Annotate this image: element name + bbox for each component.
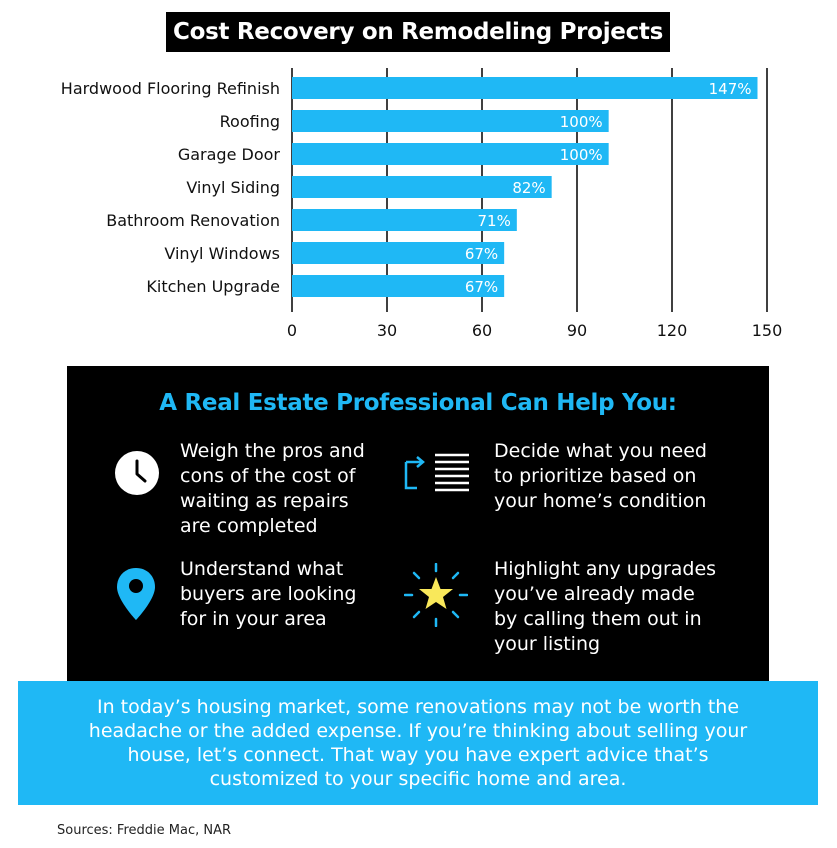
category-label-hardwood-flooring-refinish: Hardwood Flooring Refinish <box>61 79 280 98</box>
bar-vinyl-siding <box>292 176 552 198</box>
help-panel: A Real Estate Professional Can Help You:… <box>67 366 769 684</box>
checklist-icon <box>404 453 469 492</box>
sources-note: Sources: Freddie Mac, NAR <box>57 823 232 838</box>
category-label-vinyl-windows: Vinyl Windows <box>164 244 280 263</box>
tip-weigh-costs: Weigh the pros and cons of the cost of w… <box>180 440 365 537</box>
cta-text: In today’s housing market, some renovati… <box>88 696 748 790</box>
chart-title: Cost Recovery on Remodeling Projects <box>166 12 670 52</box>
tick-label-60: 60 <box>472 321 492 340</box>
category-label-roofing: Roofing <box>220 112 280 131</box>
panel-heading: A Real Estate Professional Can Help You: <box>159 390 677 416</box>
bar-chart: Hardwood Flooring Refinish 147% Roofing 100… <box>61 68 783 340</box>
data-label-bathroom-renovation: 71% <box>477 212 510 230</box>
category-label-bathroom-renovation: Bathroom Renovation <box>106 211 280 230</box>
tick-label-90: 90 <box>567 321 587 340</box>
category-label-kitchen-upgrade: Kitchen Upgrade <box>146 277 280 296</box>
bar-roofing <box>292 110 609 132</box>
tip-decide-priorities: Decide what you need to prioritize based… <box>494 440 707 512</box>
data-label-vinyl-windows: 67% <box>465 245 498 263</box>
data-label-roofing: 100% <box>560 113 603 131</box>
data-label-vinyl-siding: 82% <box>512 179 545 197</box>
tick-label-120: 120 <box>657 321 688 340</box>
category-label-garage-door: Garage Door <box>178 145 281 164</box>
tip-understand-buyers: Understand what buyers are looking for i… <box>180 558 357 630</box>
tick-label-30: 30 <box>377 321 397 340</box>
map-pin-icon <box>117 568 155 620</box>
bar-bathroom-renovation <box>292 209 517 231</box>
bar-vinyl-windows <box>292 242 505 264</box>
data-label-garage-door: 100% <box>560 146 603 164</box>
clock-icon <box>115 451 159 495</box>
cta-banner: In today’s housing market, some renovati… <box>18 681 818 805</box>
tip-highlight-upgrades: Highlight any upgrades you’ve already ma… <box>494 558 717 655</box>
bar-garage-door <box>292 143 609 165</box>
tick-label-150: 150 <box>752 321 783 340</box>
tick-label-0: 0 <box>287 321 297 340</box>
bar-hardwood-flooring-refinish <box>292 77 758 99</box>
data-label-hardwood-flooring-refinish: 147% <box>709 80 752 98</box>
data-label-kitchen-upgrade: 67% <box>465 278 498 296</box>
bar-kitchen-upgrade <box>292 275 505 297</box>
star-icon <box>404 563 468 627</box>
category-label-vinyl-siding: Vinyl Siding <box>186 178 280 197</box>
